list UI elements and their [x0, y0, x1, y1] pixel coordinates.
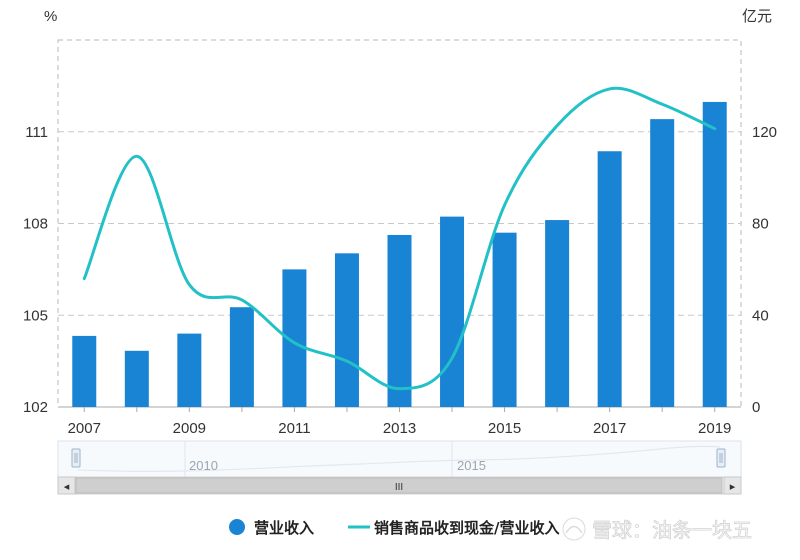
left-tick-label: 111	[25, 124, 48, 141]
x-tick-label: 2007	[68, 420, 101, 437]
cash-ratio-line-path[interactable]	[82, 86, 717, 391]
legend: 营业收入 销售商品收到现金/营业收入	[229, 519, 559, 537]
scrollbar-left-button[interactable]	[57, 476, 76, 495]
scroll-right-arrow-icon[interactable]: ▸	[730, 480, 736, 493]
x-tick-label: 2011	[278, 420, 310, 437]
navigator-sparkline	[77, 445, 721, 473]
legend-item-cash-ratio[interactable]: 销售商品收到现金/营业收入	[348, 519, 559, 537]
x-axis: 2007 2009 2011 2013 2015 2017 2019	[68, 407, 731, 437]
scroll-left-arrow-icon[interactable]: ◂	[64, 480, 70, 493]
x-tick-label: 2013	[383, 420, 416, 437]
revenue-bar[interactable]	[72, 335, 97, 407]
revenue-bar[interactable]	[702, 101, 727, 408]
revenue-bar[interactable]	[650, 119, 675, 408]
watermark: 雪球：油条一块五	[561, 516, 752, 542]
right-tick-label: 0	[752, 399, 760, 416]
revenue-bar[interactable]	[124, 350, 149, 407]
legend-label-revenue[interactable]: 营业收入	[254, 519, 314, 537]
right-tick-label: 120	[752, 124, 777, 141]
watermark-text: 雪球：油条一块五	[592, 518, 752, 542]
snowball-logo-icon	[561, 516, 587, 542]
left-tick-label: 102	[23, 399, 48, 416]
navigator[interactable]: 2010 2015	[57, 440, 742, 478]
x-tick-label: 2019	[698, 420, 731, 437]
left-axis-unit: %	[44, 8, 57, 25]
x-tick-label: 2015	[488, 420, 521, 437]
revenue-bar[interactable]	[177, 333, 202, 407]
navigator-right-handle[interactable]	[716, 448, 726, 468]
scrollbar[interactable]: ◂ III ▸	[57, 476, 742, 495]
navigator-label-2010: 2010	[189, 458, 218, 473]
x-tick-label: 2009	[173, 420, 206, 437]
x-tick-label: 2017	[593, 420, 626, 437]
scrollbar-thumb[interactable]	[75, 477, 723, 494]
revenue-bar[interactable]	[334, 253, 359, 407]
revenue-bars[interactable]	[72, 101, 727, 408]
revenue-bar[interactable]	[229, 307, 254, 407]
navigator-left-handle[interactable]	[71, 448, 81, 468]
right-tick-label: 40	[752, 307, 769, 324]
right-axis-unit: 亿元	[742, 7, 772, 25]
legend-label-cash-ratio[interactable]: 销售商品收到现金/营业收入	[374, 519, 559, 537]
scrollbar-grip[interactable]: III	[395, 482, 403, 493]
navigator-label-2015: 2015	[457, 458, 486, 473]
revenue-bar[interactable]	[440, 216, 465, 407]
legend-dot-icon	[229, 519, 245, 535]
revenue-bar[interactable]	[545, 220, 570, 407]
revenue-bar[interactable]	[492, 232, 517, 407]
revenue-bar[interactable]	[597, 151, 622, 407]
right-tick-label: 80	[752, 216, 769, 233]
cash-ratio-line[interactable]	[82, 86, 717, 391]
scrollbar-right-button[interactable]	[723, 476, 742, 495]
left-axis: 102 105 108 111	[23, 124, 48, 416]
right-axis: 0 40 80 120	[752, 124, 777, 416]
left-tick-label: 105	[23, 307, 48, 324]
left-tick-label: 108	[23, 216, 48, 233]
revenue-bar[interactable]	[387, 234, 412, 407]
legend-item-revenue[interactable]: 营业收入	[229, 519, 314, 537]
